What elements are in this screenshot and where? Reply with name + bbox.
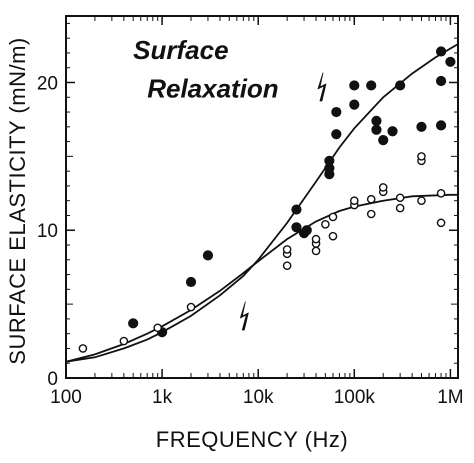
filled-data-point [349,80,360,91]
filled-data-point [416,121,427,132]
filled-data-point [435,46,447,57]
open-data-point [153,323,163,333]
filled-data-point [435,75,447,87]
filled-data-point [331,106,342,118]
tick-labels: 100 1k 10k 100k 1M 0 10 20 [37,73,464,408]
x-tick-label: 1k [152,387,173,408]
fit-curve-1 [65,43,459,363]
filled-data-point [445,56,456,67]
filled-data-point [387,126,398,137]
lightning-bolt-icon [239,301,249,331]
open-data-point [395,193,405,203]
open-data-point [311,246,321,256]
open-data-point [436,218,446,228]
filled-data-point [349,99,360,110]
y-tick-label: 20 [37,73,58,94]
filled-data-point [128,318,139,329]
open-data-point [378,183,388,192]
filled-data-point [301,225,312,236]
data-points [78,46,456,353]
open-data-point [78,344,88,353]
open-data-point [328,231,338,241]
filled-data-point [378,135,389,146]
open-data-point [311,234,321,244]
axis-ticks [65,16,458,379]
open-data-point [417,152,426,161]
plot-area [65,15,459,379]
open-data-point [395,203,405,213]
filled-data-point [185,276,197,288]
x-tick-label: 100k [334,387,376,408]
filled-data-point [202,250,214,261]
open-data-point [328,212,338,222]
x-tick-label: 10k [243,387,274,408]
x-tick-label: 100 [50,387,82,408]
filled-data-point [435,120,447,131]
x-tick-label: 1M [437,387,463,408]
plot-frame [65,15,459,379]
filled-data-point [324,155,335,166]
lightning-bolt-icon [317,72,327,102]
open-data-point [321,220,330,229]
filled-data-point [371,124,382,135]
open-data-point [186,302,196,312]
open-data-point [119,336,129,346]
y-tick-label: 10 [37,221,58,242]
open-data-point [417,196,426,205]
filled-data-point [291,204,302,215]
y-tick-label: 0 [47,369,58,390]
filled-data-point [331,129,342,140]
open-data-point [349,196,359,205]
annotation-surface: Surface [133,35,228,65]
open-data-point [282,245,292,254]
open-data-point [366,194,376,204]
filled-data-point [395,80,406,91]
y-axis-title: SURFACE ELASTICITY (mN/m) [5,37,30,364]
open-data-point [366,209,376,219]
annotation-relaxation: Relaxation [147,73,278,103]
open-data-point [436,189,446,198]
fit-curve-0 [65,193,458,363]
filled-data-point [371,115,382,127]
x-axis-title: FREQUENCY (Hz) [156,427,348,452]
filled-data-point [366,80,377,91]
fit-curves [65,43,459,363]
filled-data-point [291,222,302,233]
lightning-markers [239,72,327,331]
open-data-point [282,261,292,271]
